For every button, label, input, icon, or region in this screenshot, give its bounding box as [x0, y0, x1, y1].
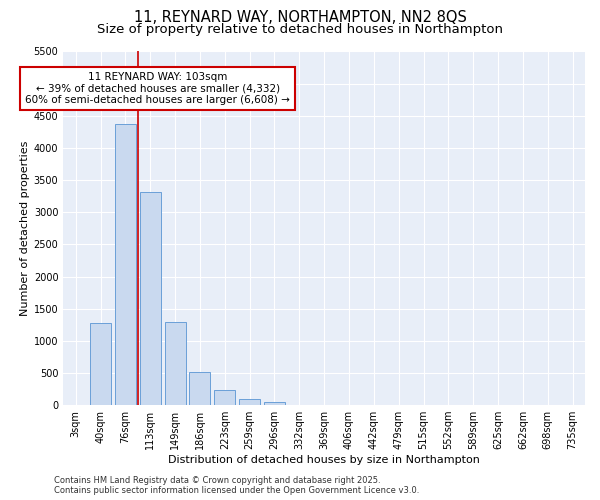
Bar	[115, 124, 136, 405]
Bar	[264, 402, 285, 405]
Bar	[140, 192, 161, 405]
Bar	[164, 322, 185, 405]
Text: 11 REYNARD WAY: 103sqm
← 39% of detached houses are smaller (4,332)
60% of semi-: 11 REYNARD WAY: 103sqm ← 39% of detached…	[25, 72, 290, 106]
Bar	[214, 390, 235, 405]
Text: Contains HM Land Registry data © Crown copyright and database right 2025.
Contai: Contains HM Land Registry data © Crown c…	[54, 476, 419, 495]
Text: 11, REYNARD WAY, NORTHAMPTON, NN2 8QS: 11, REYNARD WAY, NORTHAMPTON, NN2 8QS	[134, 10, 466, 25]
Y-axis label: Number of detached properties: Number of detached properties	[20, 140, 29, 316]
Bar	[190, 372, 211, 405]
Text: Size of property relative to detached houses in Northampton: Size of property relative to detached ho…	[97, 22, 503, 36]
Bar	[90, 324, 111, 405]
Bar	[239, 398, 260, 405]
X-axis label: Distribution of detached houses by size in Northampton: Distribution of detached houses by size …	[168, 455, 480, 465]
